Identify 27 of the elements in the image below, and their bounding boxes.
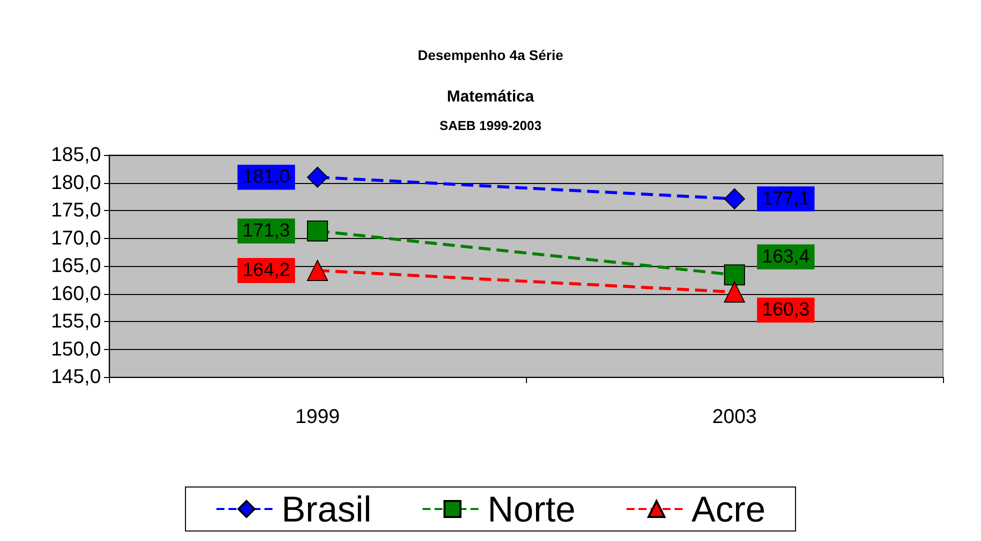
data-label: 163,4 <box>762 246 810 268</box>
x-tick-label: 2003 <box>712 406 757 428</box>
point <box>724 264 745 286</box>
point <box>724 188 745 210</box>
y-tick-label: 165,0 <box>50 255 101 277</box>
data-label: 181,0 <box>242 166 290 188</box>
text: SAEB 1999-2003 <box>440 118 542 133</box>
chart-title: Desempenho 4a Série <box>418 47 564 63</box>
data-label: 177,1 <box>762 188 810 210</box>
legend-label: Acre <box>692 488 766 530</box>
chart-subtitle: Matemática <box>446 88 534 106</box>
data-label: 160,3 <box>762 300 810 321</box>
y-tick-label: 170,0 <box>50 227 101 250</box>
legend-label: Brasil <box>281 488 372 530</box>
y-tick-label: 175,0 <box>50 200 101 222</box>
data-label: 171,3 <box>242 220 290 242</box>
point <box>307 166 328 188</box>
point <box>307 220 328 242</box>
y-tick-label: 160,0 <box>50 282 101 305</box>
x-tick-label: 1999 <box>295 406 340 428</box>
data-label: 164,2 <box>242 260 290 281</box>
y-tick-label: 180,0 <box>50 172 101 194</box>
y-tick-label: 150,0 <box>50 338 101 360</box>
y-tick-label: 155,0 <box>50 310 101 332</box>
y-tick-label: 145,0 <box>50 366 101 388</box>
legend-label: Norte <box>487 488 576 530</box>
y-tick-label: 185,0 <box>50 144 101 166</box>
